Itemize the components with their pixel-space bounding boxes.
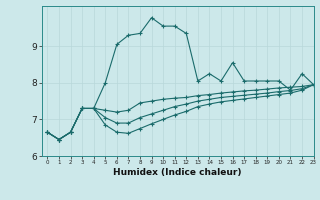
X-axis label: Humidex (Indice chaleur): Humidex (Indice chaleur) xyxy=(113,168,242,177)
